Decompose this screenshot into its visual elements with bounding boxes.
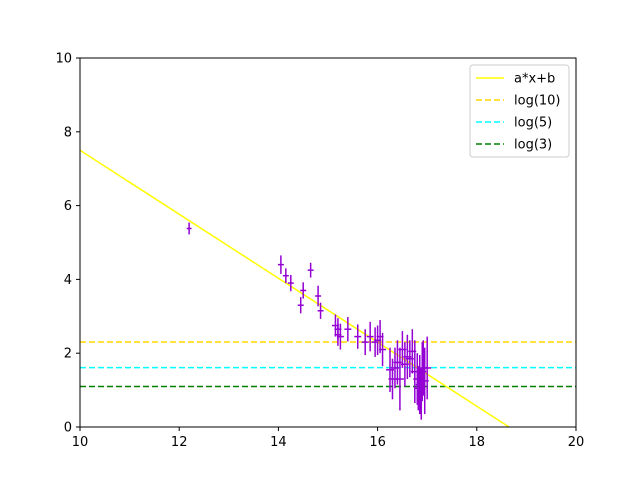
fit-line bbox=[80, 149, 510, 427]
x-tick-label: 12 bbox=[171, 435, 188, 450]
data-point bbox=[336, 323, 344, 350]
x-tick-label: 10 bbox=[72, 435, 89, 450]
x-axis: 10 12 14 16 18 20 bbox=[72, 427, 585, 450]
reference-lines bbox=[80, 341, 576, 388]
axes-frame bbox=[79, 57, 577, 428]
y-tick-label: 10 bbox=[55, 52, 72, 67]
plot-area bbox=[80, 149, 576, 427]
y-tick-label: 6 bbox=[64, 199, 72, 214]
data-point bbox=[379, 332, 387, 367]
data-point bbox=[287, 274, 294, 292]
legend-label: log(3) bbox=[514, 138, 552, 153]
data-point bbox=[366, 321, 374, 352]
data-point bbox=[354, 324, 362, 349]
data-points bbox=[186, 222, 432, 420]
legend-box bbox=[469, 64, 570, 158]
data-point bbox=[277, 255, 284, 274]
data-point bbox=[317, 302, 324, 319]
legend-label: log(5) bbox=[514, 116, 552, 131]
data-point bbox=[186, 222, 192, 235]
x-tick-label: 16 bbox=[369, 435, 386, 450]
legend: a*x+b log(10) log(5) log(3) bbox=[469, 64, 570, 158]
y-tick-label: 2 bbox=[64, 347, 72, 362]
data-point bbox=[307, 262, 314, 278]
x-tick-label: 20 bbox=[568, 435, 585, 450]
y-tick-label: 0 bbox=[64, 421, 72, 436]
data-point bbox=[282, 268, 289, 284]
y-tick-label: 8 bbox=[64, 125, 72, 140]
data-point bbox=[423, 336, 432, 400]
x-tick-label: 14 bbox=[270, 435, 287, 450]
fit-line-group bbox=[80, 149, 510, 427]
legend-label: log(10) bbox=[514, 94, 561, 109]
y-axis: 0 2 4 6 8 10 bbox=[55, 52, 80, 436]
y-tick-label: 4 bbox=[64, 273, 72, 288]
x-tick-label: 18 bbox=[469, 435, 486, 450]
data-point bbox=[297, 297, 304, 314]
data-point bbox=[315, 285, 322, 307]
data-point bbox=[300, 282, 307, 299]
legend-label: a*x+b bbox=[514, 72, 555, 87]
data-point bbox=[395, 347, 404, 411]
data-point bbox=[344, 317, 352, 342]
data-point bbox=[361, 329, 369, 356]
